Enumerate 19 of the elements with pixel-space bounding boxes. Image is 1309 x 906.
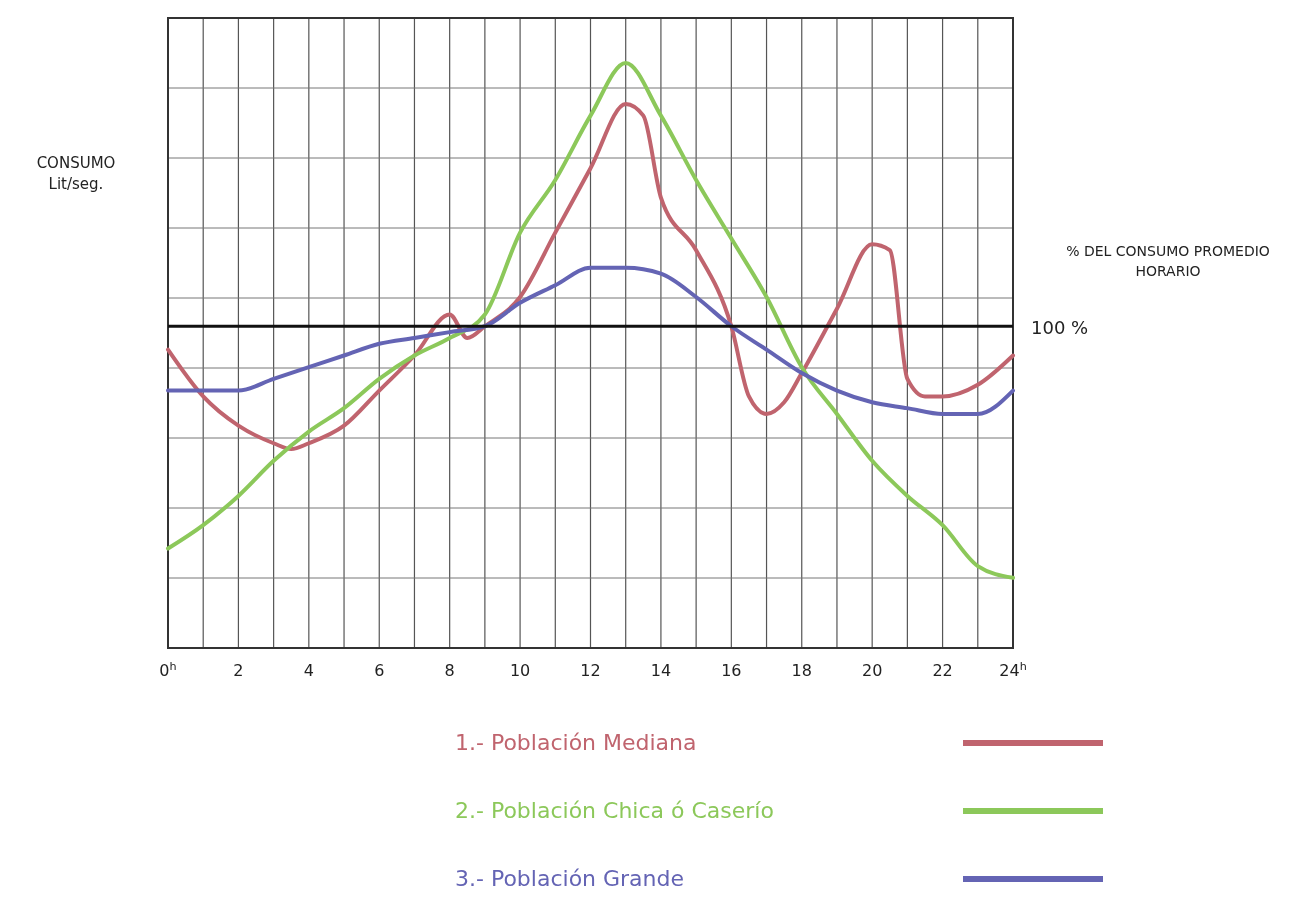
x-tick-label: 4 bbox=[303, 661, 314, 680]
x-tick-label: 12 bbox=[580, 661, 601, 680]
x-tick-label: 20 bbox=[861, 661, 883, 680]
x-tick-label: 24$^{h}$ bbox=[999, 659, 1027, 680]
text: 2.- Población Chica ó Caserío bbox=[455, 798, 774, 823]
y2-axis-title: % DEL CONSUMO PROMEDIO HORARIO bbox=[1066, 243, 1270, 279]
annotation: 100 % bbox=[1031, 317, 1089, 339]
x-tick-label: 14 bbox=[650, 661, 672, 680]
x-tick-label: 16 bbox=[721, 661, 742, 680]
text: 3.- Población Grande bbox=[455, 866, 685, 891]
x-tick-label: 22 bbox=[932, 661, 953, 680]
text: 1.- Población Mediana bbox=[455, 730, 697, 755]
x-tick-label: 8 bbox=[444, 661, 455, 680]
x-tick-label: 6 bbox=[374, 661, 385, 680]
x-tick-label: 2 bbox=[233, 661, 244, 680]
x-tick-label: 18 bbox=[791, 661, 812, 680]
x-tick-label: 10 bbox=[509, 661, 531, 680]
x-tick-label: 0$^{h}$ bbox=[159, 659, 177, 680]
y-axis-title: CONSUMO Lit/seg. bbox=[36, 154, 116, 193]
